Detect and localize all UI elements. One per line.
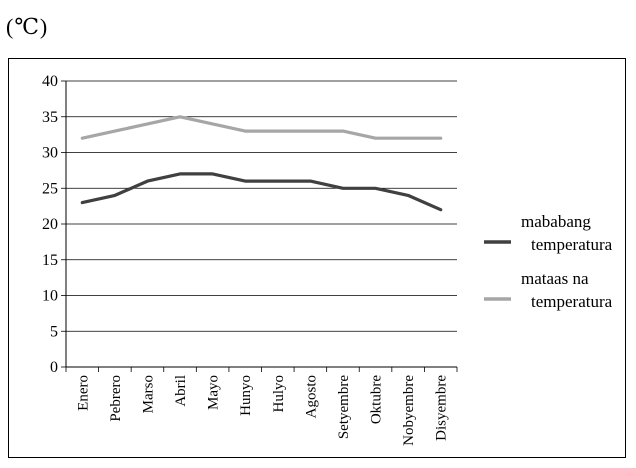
x-tick-label: Pebrero <box>108 375 124 422</box>
gridlines <box>66 80 457 332</box>
y-tick-label: 35 <box>42 109 58 126</box>
x-tick-label: Hunyo <box>238 375 254 416</box>
line-chart: 0 5 10 15 20 25 30 35 40 Enero Pebrero Marso Abril M… <box>42 73 613 446</box>
y-tick-label: 10 <box>42 288 58 305</box>
legend-label-high-line2: temperatura <box>531 292 613 311</box>
x-tick-labels: Enero Pebrero Marso Abril Mayo Hunyo Hulyo Agos… <box>75 375 449 446</box>
y-tick-label: 25 <box>42 180 58 197</box>
unit-label: (℃) <box>6 14 49 39</box>
x-tick-label: Oktubre <box>369 375 385 424</box>
series-line-low <box>80 172 443 212</box>
x-tick-label: Disyembre <box>434 375 450 441</box>
y-tick-label: 20 <box>42 216 58 233</box>
axes <box>61 80 458 372</box>
y-tick-label: 40 <box>42 73 58 90</box>
y-tick-label: 5 <box>50 323 58 340</box>
legend-label-high: mataas na <box>521 269 589 288</box>
series-lines <box>80 115 443 212</box>
legend: mababang temperatura mataas na temperatura <box>484 212 613 311</box>
y-tick-label: 15 <box>42 252 58 269</box>
legend-label-low: mababang <box>521 212 591 231</box>
x-tick-label: Enero <box>75 375 91 411</box>
y-tick-label: 0 <box>50 359 58 376</box>
series-line-high <box>80 115 443 140</box>
y-tick-label: 30 <box>42 145 58 162</box>
legend-label-low-line2: temperatura <box>531 235 613 254</box>
y-tick-labels: 0 5 10 15 20 25 30 35 40 <box>42 73 58 376</box>
x-tick-label: Setyembre <box>336 375 352 439</box>
x-tick-label: Agosto <box>303 375 319 418</box>
x-tick-label: Nobyembre <box>401 375 417 446</box>
x-tick-label: Hulyo <box>271 375 287 413</box>
x-tick-label: Marso <box>140 375 156 413</box>
chart-frame: 0 5 10 15 20 25 30 35 40 Enero Pebrero Marso Abril M… <box>8 58 626 458</box>
x-tick-label: Mayo <box>206 375 222 410</box>
x-tick-label: Abril <box>173 375 189 407</box>
